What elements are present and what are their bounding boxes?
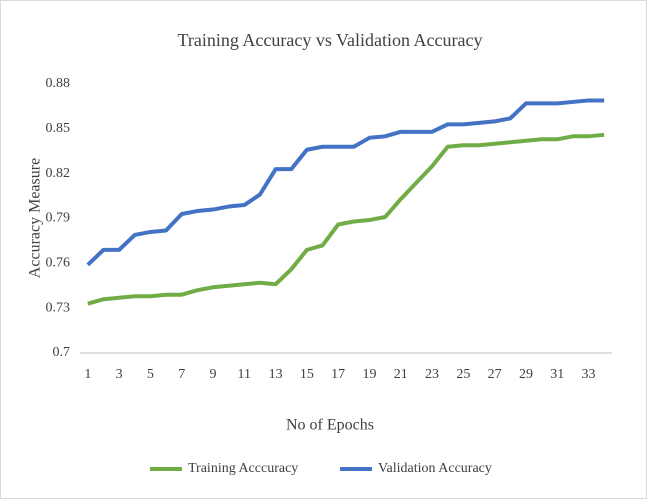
x-tick-label: 27: [488, 367, 502, 382]
y-tick-label: 0.85: [46, 121, 71, 136]
y-tick-label: 0.7: [53, 345, 71, 360]
x-tick-label: 23: [425, 367, 439, 382]
y-axis-title: Accuracy Measure: [27, 158, 44, 278]
y-tick-label: 0.73: [46, 300, 71, 315]
series-line: [86, 98, 605, 267]
chart-title: Training Accuracy vs Validation Accuracy: [178, 30, 483, 50]
x-tick-label: 15: [300, 367, 314, 382]
series-line: [87, 132, 605, 306]
x-tick-label: 5: [147, 367, 154, 382]
x-tick-label: 3: [116, 367, 123, 382]
x-tick-label: 31: [550, 367, 564, 382]
x-tick-label: 1: [84, 367, 91, 382]
y-tick-label: 0.88: [46, 76, 71, 91]
x-tick-label: 33: [582, 367, 596, 382]
x-tick-label: 25: [456, 367, 470, 382]
x-tick-label: 21: [394, 367, 408, 382]
y-tick-label: 0.76: [46, 256, 71, 271]
x-tick-label: 11: [238, 367, 251, 382]
y-tick-label: 0.82: [46, 166, 71, 181]
x-tick-label: 7: [178, 367, 185, 382]
x-tick-label: 13: [269, 367, 283, 382]
legend-label: Validation Accuracy: [378, 461, 492, 476]
x-tick-label: 9: [210, 367, 217, 382]
y-tick-label: 0.79: [46, 211, 71, 226]
x-tick-label: 17: [331, 367, 345, 382]
x-axis-title: No of Epochs: [286, 417, 374, 434]
legend-label: Training Acccuracy: [188, 461, 298, 476]
x-tick-label: 19: [362, 367, 376, 382]
x-tick-label: 29: [519, 367, 533, 382]
